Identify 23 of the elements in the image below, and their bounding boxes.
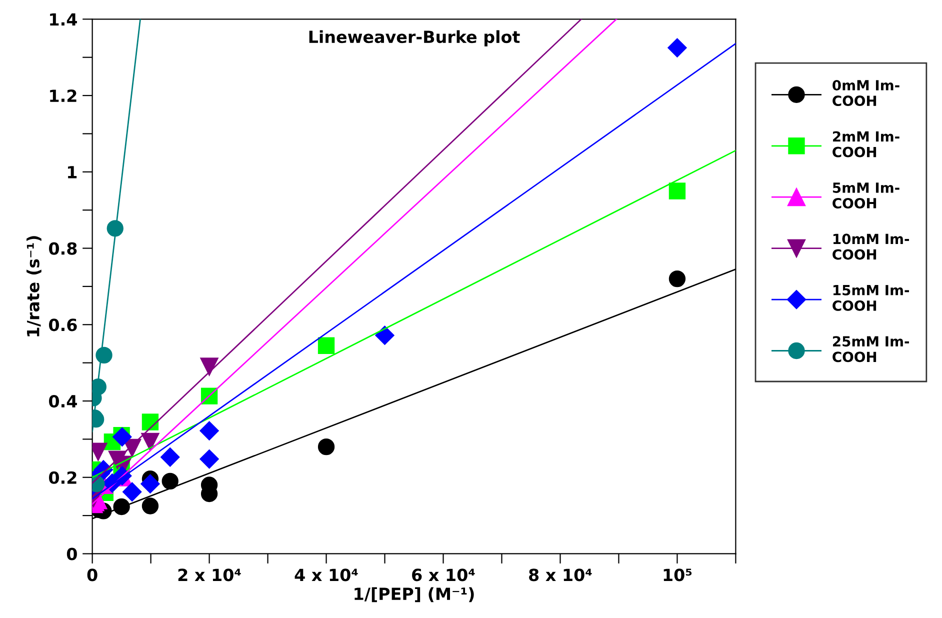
y-tick-label: 1.4 <box>50 13 77 26</box>
x-tick-label: 2 x 10⁴ <box>178 568 241 582</box>
y-tick-label: 0.2 <box>49 471 76 484</box>
x-tick-label: 10⁵ <box>664 568 692 582</box>
x-tick-label: 8 x 10⁴ <box>529 568 592 582</box>
x-axis-title: 1/[PEP] (M⁻¹) <box>354 587 474 602</box>
legend-label: 15mM Im-COOH <box>832 285 910 311</box>
legend-label: 25mM Im-COOH <box>832 336 910 362</box>
x-tick-label: 4 x 10⁴ <box>294 568 358 582</box>
x-tick-label: 0 <box>87 568 98 582</box>
text: Lineweaver-Burke plot <box>309 30 520 46</box>
x-tick-label: 6 x 10⁴ <box>412 568 475 582</box>
legend-label: 5mM Im-COOH <box>832 182 900 208</box>
y-tick-label: 0.6 <box>49 318 77 332</box>
y-tick-label: 1.2 <box>50 89 76 102</box>
y-tick-label: 1 <box>68 166 77 178</box>
y-tick-label: 0.8 <box>49 242 77 255</box>
y-tick-label: 0.4 <box>49 394 77 408</box>
y-tick-label: 0 <box>66 548 77 560</box>
y-axis-title: 1/rate (s⁻¹) <box>26 236 42 336</box>
legend-label: 10mM Im-COOH <box>832 234 910 260</box>
legend-label: 2mM Im-COOH <box>832 131 900 158</box>
legend-label: 0mM Im-COOH <box>832 80 900 106</box>
